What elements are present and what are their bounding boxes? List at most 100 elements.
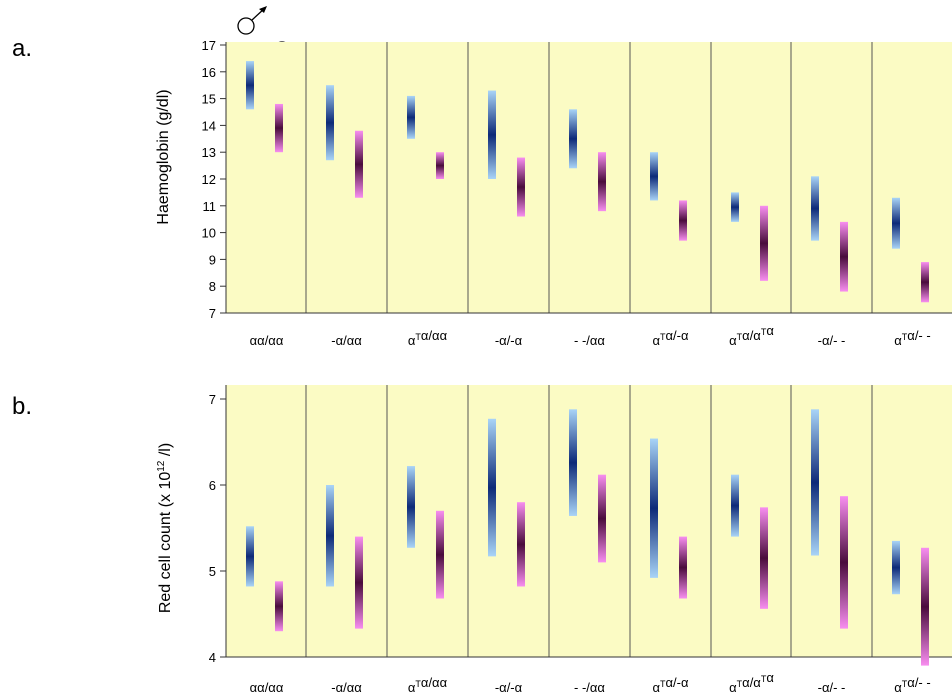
category-label-part: α (653, 680, 661, 695)
bar-male (488, 90, 496, 179)
y-axis-title-b: Red cell count (x 1012 /l) (156, 443, 174, 613)
category-label: -α/-α (495, 333, 523, 348)
bar-female (275, 103, 283, 153)
category-label: - -/αα (574, 680, 605, 695)
bar-male (246, 61, 254, 110)
category-label-sup: T (660, 679, 666, 689)
category-label-part: α/αα (421, 328, 448, 343)
category-label-part: α (729, 333, 737, 348)
category-label: αTα/αTα (729, 670, 774, 695)
y-tick-label: 10 (202, 226, 216, 241)
category-label-part: α/- - (907, 675, 930, 690)
bar-male (326, 485, 334, 587)
y-axis-title-b-post: /l) (157, 443, 174, 461)
category-label-part: α (729, 680, 737, 695)
y-axis-title-b-sup: 12 (156, 460, 167, 472)
category-label: αTα/αTα (729, 323, 774, 348)
y-tick-label: 6 (209, 478, 216, 493)
category-label: αα/αα (250, 680, 284, 695)
y-tick-label: 13 (202, 145, 216, 160)
y-tick-label: 17 (202, 38, 216, 53)
bar-male (569, 109, 577, 169)
category-label-part: -α/- - (818, 680, 846, 695)
plot-area-a (226, 42, 952, 313)
category-label-part: - -/αα (574, 333, 605, 348)
category-label-part: -α/-α (495, 333, 523, 348)
category-label: αTα/- - (894, 328, 930, 348)
bar-male (407, 95, 415, 139)
category-label-part: α/-α (666, 675, 689, 690)
category-label-part: αα/αα (250, 680, 284, 695)
category-label-part: -α/αα (331, 333, 362, 348)
bar-male (892, 540, 900, 595)
bar-female (355, 536, 363, 629)
bar-male (731, 192, 739, 222)
category-label: αTα/αα (408, 675, 448, 695)
bar-male (811, 409, 819, 556)
category-label-sup: T (737, 679, 743, 689)
panel-label-a: a. (12, 35, 32, 62)
bar-male (407, 466, 415, 548)
category-label-part: α (894, 680, 902, 695)
bar-male (811, 176, 819, 241)
y-tick-label: 7 (209, 306, 216, 321)
category-label: αα/αα (250, 333, 284, 348)
male-symbol-icon (237, 6, 267, 35)
category-label-part: α/αα (421, 675, 448, 690)
category-label-sup: T (737, 332, 743, 342)
bar-male (488, 418, 496, 557)
bar-female (921, 547, 929, 666)
bar-male (326, 85, 334, 161)
y-tick-label: 5 (209, 564, 216, 579)
category-label: -α/αα (331, 680, 362, 695)
y-tick-label: 11 (203, 199, 217, 214)
category-label: -α/-α (495, 680, 523, 695)
bar-male (569, 409, 577, 516)
category-label: - -/αα (574, 333, 605, 348)
bar-female (598, 152, 606, 212)
bar-female (436, 152, 444, 179)
category-label-part: -α/- - (818, 333, 846, 348)
category-label-part: α/- - (907, 328, 930, 343)
bar-female (760, 507, 768, 609)
category-label: αTα/-α (653, 328, 689, 348)
category-label-sup: T (415, 332, 421, 342)
category-label: αTα/-α (653, 675, 689, 695)
category-label: -α/- - (818, 680, 846, 695)
y-axis-title-a: Haemoglobin (g/dl) (155, 89, 172, 224)
category-label-part: αα/αα (250, 333, 284, 348)
bar-male (650, 152, 658, 201)
category-label-part: α/α (742, 328, 761, 343)
category-label-part: α/-α (666, 328, 689, 343)
bar-female (436, 510, 444, 599)
bar-female (598, 474, 606, 563)
category-label: -α/αα (331, 333, 362, 348)
bar-female (921, 262, 929, 303)
category-label-part: α/α (742, 675, 761, 690)
y-tick-label: 8 (209, 279, 216, 294)
bar-male (246, 526, 254, 587)
y-tick-label: 16 (202, 65, 216, 80)
y-tick-label: 12 (202, 172, 216, 187)
panel-label-b: b. (12, 393, 32, 420)
category-label-part: α (766, 670, 774, 685)
category-label: αTα/- - (894, 675, 930, 695)
category-label-part: α (653, 333, 661, 348)
category-label-part: α (408, 333, 416, 348)
bar-female (355, 130, 363, 198)
y-axis-title-b-pre: Red cell count (x 10 (157, 472, 174, 614)
bar-female (275, 581, 283, 632)
category-label-part: -α/-α (495, 680, 523, 695)
category-label: -α/- - (818, 333, 846, 348)
category-label-part: - -/αα (574, 680, 605, 695)
bar-female (517, 502, 525, 587)
y-tick-label: 14 (202, 118, 216, 133)
bar-female (760, 205, 768, 281)
category-label-part: α (408, 680, 416, 695)
plot-area-b (226, 385, 952, 657)
category-label-part: α (894, 333, 902, 348)
category-label-part: α (766, 323, 774, 338)
